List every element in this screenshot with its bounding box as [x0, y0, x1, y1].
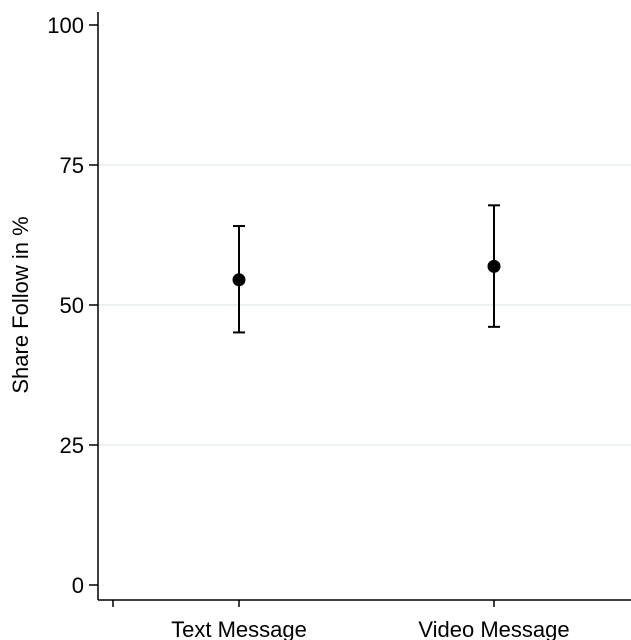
y-axis-title: Share Follow in % — [8, 216, 33, 393]
y-tick-label-50: 50 — [60, 293, 84, 318]
y-tick-label-0: 0 — [72, 573, 84, 598]
x-ticks: Text Message Video Message — [112, 600, 570, 640]
y-tick-label-25: 25 — [60, 433, 84, 458]
data-point-0 — [232, 273, 246, 287]
data-marks — [232, 204, 501, 334]
y-ticks: 0 25 50 75 100 — [47, 13, 98, 598]
grid-lines — [98, 164, 631, 446]
y-tick-label-100: 100 — [47, 13, 84, 38]
y-tick-label-75: 75 — [60, 153, 84, 178]
x-tick-label-1: Video Message — [418, 617, 569, 640]
data-point-1 — [487, 259, 501, 273]
x-tick-label-0: Text Message — [171, 617, 307, 640]
